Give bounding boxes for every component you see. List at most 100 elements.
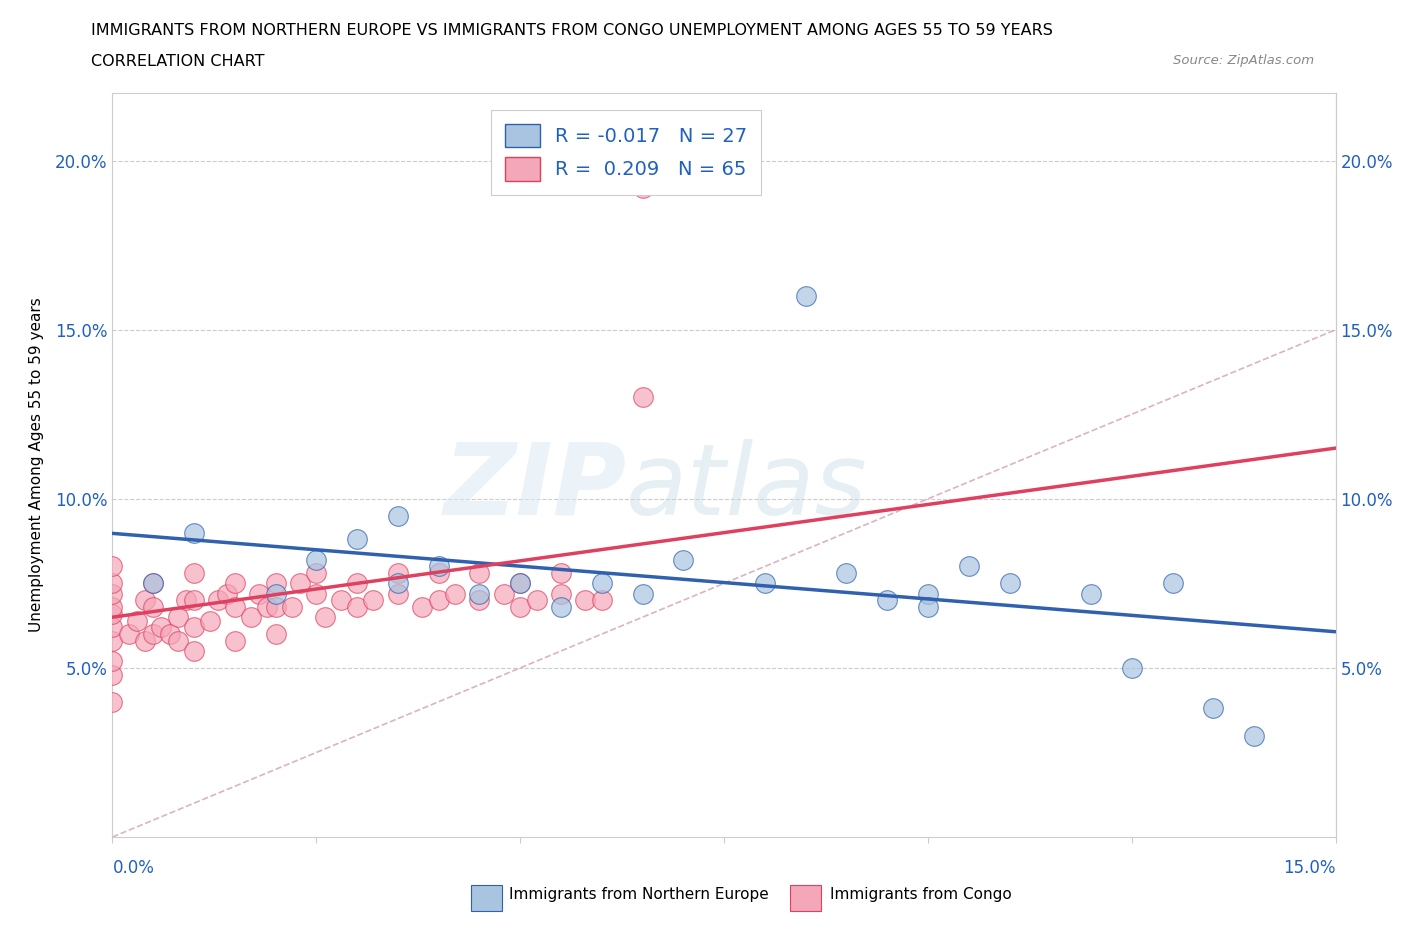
- Point: [264, 627, 287, 642]
- Point: [183, 565, 205, 580]
- Point: [754, 576, 776, 591]
- Point: [281, 600, 304, 615]
- Y-axis label: Unemployment Among Ages 55 to 59 years: Unemployment Among Ages 55 to 59 years: [30, 298, 44, 632]
- Point: [142, 576, 165, 591]
- Text: atlas: atlas: [626, 439, 868, 536]
- Point: [346, 600, 368, 615]
- Point: [288, 576, 311, 591]
- Point: [550, 600, 572, 615]
- Point: [468, 586, 491, 601]
- Point: [346, 576, 368, 591]
- Point: [305, 565, 328, 580]
- Point: [101, 576, 124, 591]
- Point: [876, 592, 898, 607]
- Point: [101, 695, 124, 710]
- Point: [1121, 660, 1143, 675]
- Point: [387, 586, 409, 601]
- Point: [224, 600, 246, 615]
- Point: [794, 288, 817, 303]
- Point: [631, 586, 654, 601]
- Point: [1080, 586, 1102, 601]
- Text: 0.0%: 0.0%: [112, 859, 155, 877]
- Point: [101, 633, 124, 648]
- Point: [492, 586, 515, 601]
- Point: [444, 586, 467, 601]
- Point: [256, 600, 278, 615]
- Point: [118, 627, 141, 642]
- Point: [1202, 701, 1225, 716]
- Point: [346, 532, 368, 547]
- Point: [427, 592, 450, 607]
- Point: [526, 592, 548, 607]
- Point: [509, 576, 531, 591]
- Point: [224, 633, 246, 648]
- Point: [183, 620, 205, 635]
- Point: [166, 633, 188, 648]
- Point: [387, 565, 409, 580]
- Text: Immigrants from Congo: Immigrants from Congo: [830, 887, 1011, 902]
- Text: CORRELATION CHART: CORRELATION CHART: [91, 54, 264, 69]
- Point: [314, 610, 336, 625]
- Point: [142, 627, 165, 642]
- Point: [183, 644, 205, 658]
- Point: [1161, 576, 1184, 591]
- Point: [509, 576, 531, 591]
- Point: [550, 565, 572, 580]
- Point: [264, 586, 287, 601]
- Text: Immigrants from Northern Europe: Immigrants from Northern Europe: [509, 887, 769, 902]
- Point: [305, 586, 328, 601]
- Point: [387, 576, 409, 591]
- Point: [264, 576, 287, 591]
- Text: ZIP: ZIP: [443, 439, 626, 536]
- Point: [387, 509, 409, 524]
- Point: [591, 576, 613, 591]
- Point: [427, 565, 450, 580]
- Point: [134, 633, 156, 648]
- Point: [591, 592, 613, 607]
- Point: [101, 586, 124, 601]
- Point: [200, 613, 222, 628]
- Point: [101, 559, 124, 574]
- Point: [142, 600, 165, 615]
- Point: [183, 525, 205, 540]
- Point: [672, 552, 695, 567]
- Legend: R = -0.017   N = 27, R =  0.209   N = 65: R = -0.017 N = 27, R = 0.209 N = 65: [491, 110, 761, 194]
- Point: [101, 600, 124, 615]
- Point: [509, 600, 531, 615]
- Point: [427, 559, 450, 574]
- Point: [240, 610, 263, 625]
- Point: [917, 586, 939, 601]
- Point: [215, 586, 238, 601]
- Point: [101, 654, 124, 669]
- Point: [150, 620, 173, 635]
- Text: 15.0%: 15.0%: [1284, 859, 1336, 877]
- Point: [468, 592, 491, 607]
- Point: [207, 592, 229, 607]
- Point: [134, 592, 156, 607]
- Text: Source: ZipAtlas.com: Source: ZipAtlas.com: [1174, 54, 1315, 67]
- Point: [957, 559, 980, 574]
- Point: [631, 180, 654, 195]
- Point: [224, 576, 246, 591]
- Point: [631, 390, 654, 405]
- Point: [125, 613, 148, 628]
- Point: [550, 586, 572, 601]
- Point: [264, 600, 287, 615]
- Point: [101, 606, 124, 621]
- Point: [159, 627, 181, 642]
- Text: IMMIGRANTS FROM NORTHERN EUROPE VS IMMIGRANTS FROM CONGO UNEMPLOYMENT AMONG AGES: IMMIGRANTS FROM NORTHERN EUROPE VS IMMIG…: [91, 23, 1053, 38]
- Point: [101, 667, 124, 682]
- Point: [574, 592, 596, 607]
- Point: [101, 620, 124, 635]
- Point: [835, 565, 858, 580]
- Point: [411, 600, 433, 615]
- Point: [468, 565, 491, 580]
- Point: [305, 552, 328, 567]
- Point: [363, 592, 385, 607]
- Point: [1243, 728, 1265, 743]
- Point: [329, 592, 352, 607]
- Point: [183, 592, 205, 607]
- Point: [174, 592, 197, 607]
- Point: [142, 576, 165, 591]
- Point: [166, 610, 188, 625]
